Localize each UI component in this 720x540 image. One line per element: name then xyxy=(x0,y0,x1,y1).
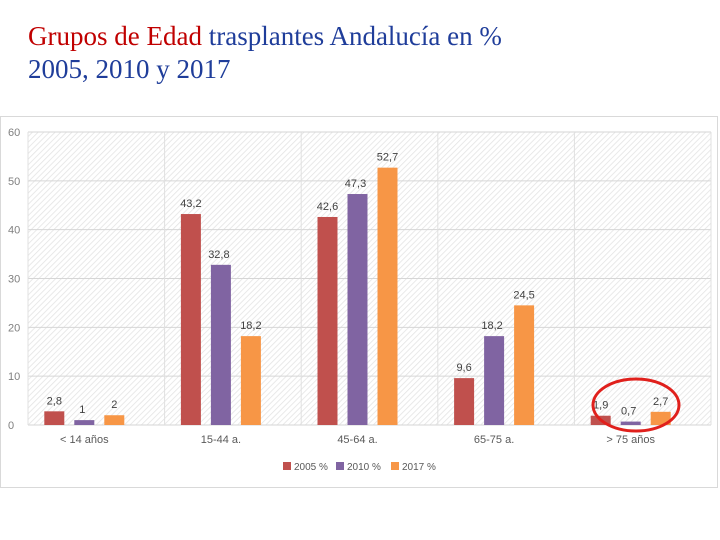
data-label: 42,6 xyxy=(317,201,338,213)
legend-label: 2005 % xyxy=(294,462,328,473)
bar xyxy=(347,194,368,425)
y-tick-label: 20 xyxy=(8,322,20,334)
data-label: 9,6 xyxy=(456,362,471,374)
bar xyxy=(180,214,201,425)
bar xyxy=(317,216,338,425)
data-label: 2,7 xyxy=(653,396,668,408)
bar xyxy=(240,336,261,425)
y-tick-label: 50 xyxy=(8,176,20,188)
bar xyxy=(650,411,671,425)
data-label: 2 xyxy=(111,399,117,411)
bar xyxy=(210,264,231,425)
y-tick-label: 60 xyxy=(8,127,20,139)
bar xyxy=(484,336,505,425)
category-label: 45-64 a. xyxy=(337,434,377,446)
data-label: 47,3 xyxy=(345,178,366,190)
y-tick-label: 10 xyxy=(8,371,20,383)
y-tick-label: 30 xyxy=(8,274,20,286)
data-label: 0,7 xyxy=(621,406,636,418)
data-label: 43,2 xyxy=(180,198,201,210)
legend-label: 2010 % xyxy=(347,462,381,473)
title-rest: trasplantes Andalucía en % xyxy=(201,21,502,51)
data-label: 18,2 xyxy=(240,320,261,332)
title-line2: 2005, 2010 y 2017 xyxy=(28,54,231,84)
category-label: 65-75 a. xyxy=(474,434,514,446)
data-label: 32,8 xyxy=(208,249,229,261)
bar xyxy=(44,411,65,425)
category-label: 15-44 a. xyxy=(201,434,241,446)
data-label: 24,5 xyxy=(513,289,534,301)
bar xyxy=(74,420,95,425)
bar xyxy=(377,167,398,426)
data-label: 52,7 xyxy=(377,152,398,164)
data-label: 1,9 xyxy=(593,400,608,412)
legend-swatch xyxy=(391,462,399,470)
bar xyxy=(104,415,125,425)
y-tick-label: 0 xyxy=(8,420,14,432)
data-label: 2,8 xyxy=(47,395,62,407)
legend-swatch xyxy=(336,462,344,470)
data-label: 1 xyxy=(79,404,85,416)
category-label: < 14 años xyxy=(60,434,109,446)
bar xyxy=(620,421,641,425)
bar xyxy=(454,378,475,425)
bar xyxy=(514,305,535,425)
y-tick-label: 40 xyxy=(8,225,20,237)
title-accent: Grupos de Edad xyxy=(28,21,202,51)
category-label: > 75 años xyxy=(606,434,655,446)
data-label: 18,2 xyxy=(481,320,502,332)
legend-label: 2017 % xyxy=(402,462,436,473)
legend-swatch xyxy=(283,462,291,470)
highlight-circle xyxy=(591,377,681,433)
slide-title: Grupos de Edad trasplantes Andalucía en … xyxy=(28,20,708,86)
